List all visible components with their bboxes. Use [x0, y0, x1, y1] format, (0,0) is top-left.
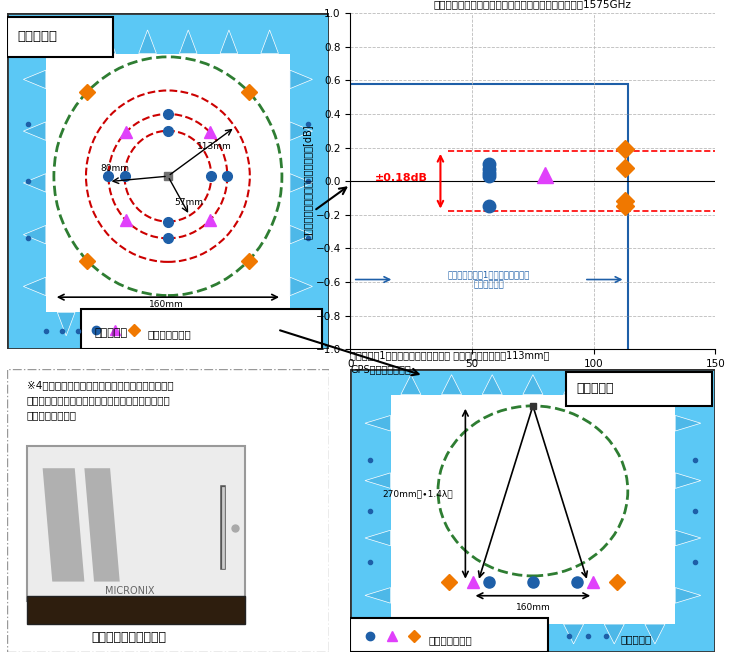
Polygon shape — [604, 375, 624, 395]
Text: 電波吸収体: 電波吸収体 — [620, 635, 652, 645]
Polygon shape — [365, 588, 391, 603]
Polygon shape — [180, 312, 197, 336]
Polygon shape — [290, 277, 312, 296]
FancyBboxPatch shape — [350, 618, 548, 652]
Polygon shape — [261, 30, 278, 53]
Polygon shape — [442, 375, 461, 395]
Title: 各距離毎の平均値を基準としたフィールド強度偏差！1575GHz: 各距離毎の平均値を基準としたフィールド強度偏差！1575GHz — [434, 0, 632, 10]
Bar — [26, 596, 245, 624]
Polygon shape — [523, 624, 543, 644]
Polygon shape — [98, 312, 115, 336]
Text: GPS帯送信アンテナ: GPS帯送信アンテナ — [350, 364, 411, 374]
Polygon shape — [604, 624, 624, 644]
Polygon shape — [483, 375, 502, 395]
Polygon shape — [58, 312, 75, 336]
Polygon shape — [290, 225, 312, 244]
Polygon shape — [220, 30, 238, 53]
Text: ※4つの側壁のうちのひとつが扉であることが、必
ずしも均一フィールドが得られるとは限らない一因
と考えられます。: ※4つの側壁のうちのひとつが扉であることが、必 ずしも均一フィールドが得られると… — [26, 380, 173, 420]
Text: ：評価ポイント: ：評価ポイント — [429, 635, 472, 645]
Polygon shape — [42, 468, 85, 581]
Polygon shape — [290, 174, 312, 192]
FancyBboxPatch shape — [81, 309, 322, 349]
Polygon shape — [401, 375, 421, 395]
Polygon shape — [523, 375, 543, 395]
Text: 《参考》第1フレネルゾーン（中心－ 評価ポイント間距離113mm）: 《参考》第1フレネルゾーン（中心－ 評価ポイント間距離113mm） — [350, 351, 550, 360]
Polygon shape — [85, 468, 120, 581]
Text: 上面模式図: 上面模式図 — [17, 30, 57, 43]
Text: 57mm: 57mm — [174, 198, 204, 207]
Text: 電波吸収体: 電波吸収体 — [94, 328, 127, 339]
Polygon shape — [220, 312, 238, 336]
Polygon shape — [23, 70, 46, 88]
Polygon shape — [290, 122, 312, 140]
Polygon shape — [23, 122, 46, 140]
Text: 160mm: 160mm — [149, 301, 183, 309]
Polygon shape — [675, 473, 701, 488]
Polygon shape — [180, 30, 197, 53]
Polygon shape — [23, 277, 46, 296]
Bar — [26, 445, 245, 602]
Polygon shape — [23, 225, 46, 244]
Text: 160mm: 160mm — [515, 603, 550, 612]
Polygon shape — [483, 624, 502, 644]
Polygon shape — [401, 624, 421, 644]
Polygon shape — [442, 624, 461, 644]
Text: 電波吸収体が第1フレネルゾーンに
入らない範囲: 電波吸収体が第1フレネルゾーンに 入らない範囲 — [448, 270, 530, 289]
Polygon shape — [564, 624, 583, 644]
Polygon shape — [645, 624, 665, 644]
Polygon shape — [675, 588, 701, 603]
Text: MICRONIX: MICRONIX — [104, 587, 154, 596]
Bar — [391, 395, 675, 624]
Polygon shape — [58, 30, 75, 53]
Text: ：評価ポイント: ：評価ポイント — [147, 330, 191, 339]
X-axis label: 中心－評価ポイント間距離 [mm]: 中心－評価ポイント間距離 [mm] — [480, 374, 586, 385]
FancyBboxPatch shape — [566, 372, 712, 406]
Polygon shape — [564, 375, 583, 395]
Text: 80mm: 80mm — [101, 164, 129, 173]
Polygon shape — [365, 530, 391, 546]
Polygon shape — [139, 312, 156, 336]
Polygon shape — [261, 312, 278, 336]
Polygon shape — [365, 415, 391, 431]
Y-axis label: フィールド強度偏差（平均値基準）[dB]: フィールド強度偏差（平均値基準）[dB] — [303, 124, 312, 239]
Polygon shape — [675, 415, 701, 431]
Text: 電波暗笱（イメージ）: 電波暗笱（イメージ） — [92, 631, 167, 644]
Polygon shape — [98, 30, 115, 53]
Polygon shape — [675, 530, 701, 546]
Polygon shape — [365, 473, 391, 488]
Text: 正面模式図: 正面模式図 — [577, 382, 614, 395]
Text: ±0.18dB: ±0.18dB — [374, 173, 428, 183]
FancyBboxPatch shape — [7, 16, 113, 57]
Polygon shape — [645, 375, 665, 395]
Text: 270mm（∙1.4λ）: 270mm（∙1.4λ） — [383, 489, 453, 498]
Polygon shape — [290, 70, 312, 88]
Text: 113mm: 113mm — [197, 142, 231, 152]
Polygon shape — [23, 174, 46, 192]
Bar — [46, 53, 290, 312]
Polygon shape — [139, 30, 156, 53]
